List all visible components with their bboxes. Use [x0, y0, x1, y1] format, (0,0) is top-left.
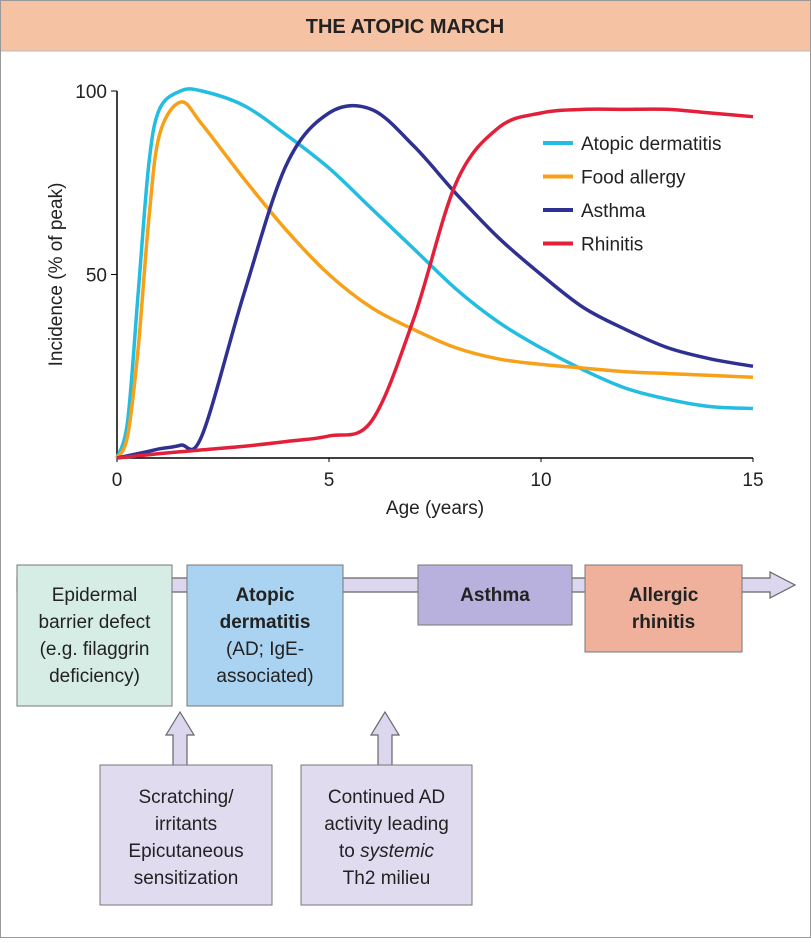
series-line [115, 100, 754, 459]
input-label: Epicutaneous [128, 841, 243, 862]
x-tick-label: 10 [530, 470, 551, 491]
input-label-part: systemic [360, 841, 434, 862]
stage-label: rhinitis [632, 612, 695, 633]
legend-label: Asthma [581, 201, 646, 222]
x-axis-label: Age (years) [386, 498, 484, 519]
input-label: Continued AD [328, 787, 445, 808]
input-label: irritants [155, 814, 217, 835]
input-label: Scratching/ [138, 787, 234, 808]
stage-label: Allergic [629, 585, 699, 606]
input-label: to systemic [339, 841, 435, 862]
stage-label: dermatitis [220, 612, 311, 633]
series-line [116, 103, 754, 460]
stage-label: Atopic [235, 585, 295, 606]
header-title: THE ATOPIC MARCH [306, 16, 505, 38]
series-line [115, 87, 754, 459]
legend-label: Atopic dermatitis [581, 134, 721, 155]
legend-label: Rhinitis [581, 235, 643, 256]
y-tick-label: 50 [86, 266, 107, 287]
input-box [99, 764, 273, 906]
input-label-part: to [339, 841, 360, 862]
y-axis-label: Incidence (% of peak) [46, 183, 67, 367]
stage-box [186, 564, 344, 707]
stage-label: Epidermal [52, 585, 138, 606]
stage-label: deficiency) [49, 666, 140, 687]
x-tick-label: 5 [324, 470, 335, 491]
input-box [300, 764, 473, 906]
input-label: activity leading [324, 814, 449, 835]
stage-label: associated) [216, 666, 313, 687]
input-arrow [369, 710, 401, 765]
stage-box [584, 564, 743, 653]
stage-label: Asthma [460, 585, 530, 606]
x-tick-label: 0 [112, 470, 123, 491]
legend-label: Food allergy [581, 168, 686, 189]
input-label: sensitization [134, 868, 239, 889]
header-band [1, 1, 810, 51]
stage-label: barrier defect [39, 612, 152, 633]
stage-box [417, 564, 573, 626]
x-tick-label: 15 [742, 470, 763, 491]
input-label: Th2 milieu [343, 868, 431, 889]
input-arrow [164, 710, 196, 765]
y-tick-label: 100 [75, 82, 107, 103]
series-line [116, 107, 754, 460]
stage-label: (e.g. filaggrin [40, 639, 150, 660]
stage-box [16, 564, 173, 707]
stage-label: (AD; IgE- [226, 639, 304, 660]
